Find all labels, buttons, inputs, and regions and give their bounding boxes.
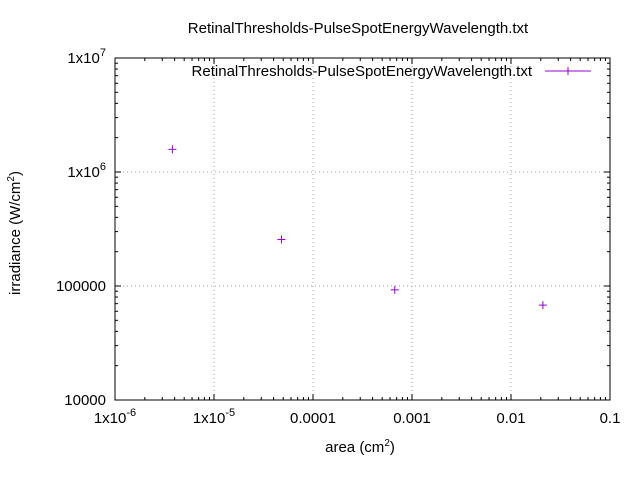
- data-points: [168, 145, 547, 310]
- x-tick-label: 0.0001: [290, 410, 336, 427]
- data-point: [168, 145, 177, 154]
- x-tick-label: 0.001: [393, 410, 431, 427]
- x-tick-label: 0.01: [496, 410, 525, 427]
- x-axis-label: area (cm2): [325, 438, 395, 456]
- y-tick-label: 10000: [64, 392, 106, 409]
- tick-labels: 1x10-6 1x10-5 0.0001 0.001 0.01 0.1 10000 10000…: [56, 47, 620, 427]
- legend-marker: [564, 67, 572, 75]
- y-tick-label: 100000: [56, 278, 106, 295]
- plot-frame: [114, 57, 611, 401]
- legend-label: RetinalThresholds-PulseSpotEnergyWavelen…: [192, 63, 533, 80]
- y-tick-label: 1x106: [67, 161, 106, 181]
- data-point: [277, 235, 286, 244]
- x-tick-label: 0.1: [600, 410, 621, 427]
- chart-title: RetinalThresholds-PulseSpotEnergyWavelen…: [188, 20, 529, 37]
- grid-lines: [115, 58, 610, 400]
- y-axis-label: irradiance (W/cm2): [6, 171, 24, 295]
- legend: RetinalThresholds-PulseSpotEnergyWavelen…: [192, 63, 591, 80]
- x-tick-label: 1x10-6: [94, 407, 136, 427]
- x-tick-label: 1x10-5: [193, 407, 235, 427]
- data-point: [390, 285, 399, 294]
- y-tick-label: 1x107: [67, 47, 106, 67]
- legend-point-marker: [564, 67, 572, 75]
- data-point: [538, 301, 547, 310]
- axis-ticks: [114, 57, 611, 401]
